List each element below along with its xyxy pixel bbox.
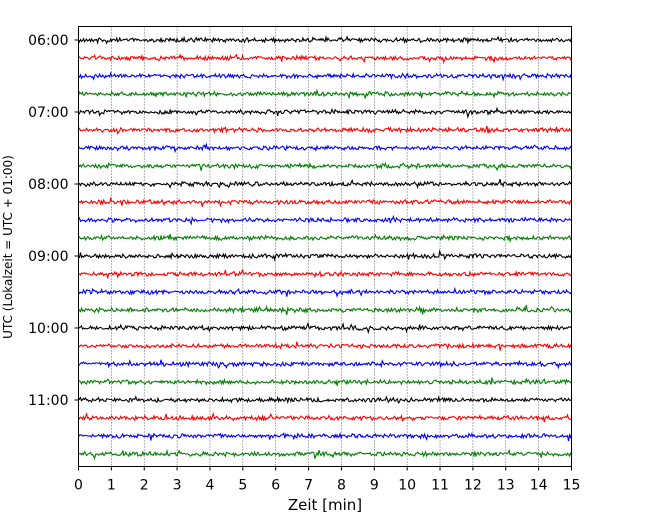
trace-0645 — [77, 88, 572, 100]
x-axis-ticks: 0 1 2 3 4 5 6 7 8 9 10 11 12 13 14 15 — [74, 466, 581, 494]
x-tick-label: 6 — [271, 478, 280, 494]
x-tick-label: 11 — [431, 478, 449, 494]
trace-1100 — [78, 395, 572, 405]
grid-lines — [111, 26, 539, 467]
x-tick-label: 2 — [140, 478, 149, 494]
x-tick-label: 14 — [530, 478, 548, 494]
trace-0945 — [78, 304, 572, 315]
trace-0845 — [78, 233, 572, 244]
y-tick-label: 07:00 — [28, 105, 68, 121]
trace-0600 — [78, 35, 573, 46]
x-tick-label: 1 — [107, 478, 116, 494]
x-tick-label: 4 — [206, 478, 215, 494]
trace-0830 — [78, 214, 572, 226]
trace-1045 — [78, 377, 572, 386]
trace-0615 — [78, 53, 573, 65]
x-tick-label: 5 — [238, 478, 247, 494]
y-tick-label: 08:00 — [28, 177, 68, 193]
trace-1115 — [78, 411, 572, 423]
trace-0815 — [78, 196, 572, 208]
y-tick-label: 06:00 — [28, 33, 68, 49]
x-tick-label: 9 — [370, 478, 379, 494]
x-axis-label: Zeit [min] — [288, 496, 362, 514]
trace-0900 — [78, 249, 573, 262]
trace-0930 — [78, 286, 572, 298]
trace-1015 — [78, 341, 572, 351]
trace-1030 — [78, 358, 572, 370]
x-tick-label: 7 — [304, 478, 313, 494]
x-tick-label: 13 — [497, 478, 515, 494]
x-tick-label: 10 — [398, 478, 416, 494]
x-tick-label: 12 — [464, 478, 482, 494]
x-tick-label: 3 — [173, 478, 182, 494]
x-tick-label: 8 — [337, 478, 346, 494]
trace-0700 — [78, 106, 572, 120]
x-tick-label: 15 — [563, 478, 581, 494]
y-tick-label: 09:00 — [28, 249, 68, 265]
trace-0915 — [78, 269, 572, 280]
trace-1145 — [78, 448, 572, 461]
trace-0730 — [78, 142, 572, 154]
trace-0630 — [78, 71, 573, 82]
trace-1130 — [78, 432, 573, 442]
y-tick-label: 10:00 — [28, 321, 68, 337]
trace-1000 — [78, 321, 572, 335]
y-tick-label: 11:00 — [28, 393, 68, 409]
x-tick-label: 0 — [74, 478, 83, 494]
y-axis-label: UTC (Lokalzeit = UTC + 01:00) — [1, 155, 15, 339]
trace-0745 — [78, 161, 573, 172]
seismogram-traces — [77, 35, 573, 461]
trace-0800 — [78, 178, 572, 190]
y-axis-ticks: 06:00 07:00 08:00 09:00 10:00 11:00 — [28, 33, 79, 409]
plot-frame — [78, 26, 572, 467]
trace-0715 — [78, 125, 572, 135]
